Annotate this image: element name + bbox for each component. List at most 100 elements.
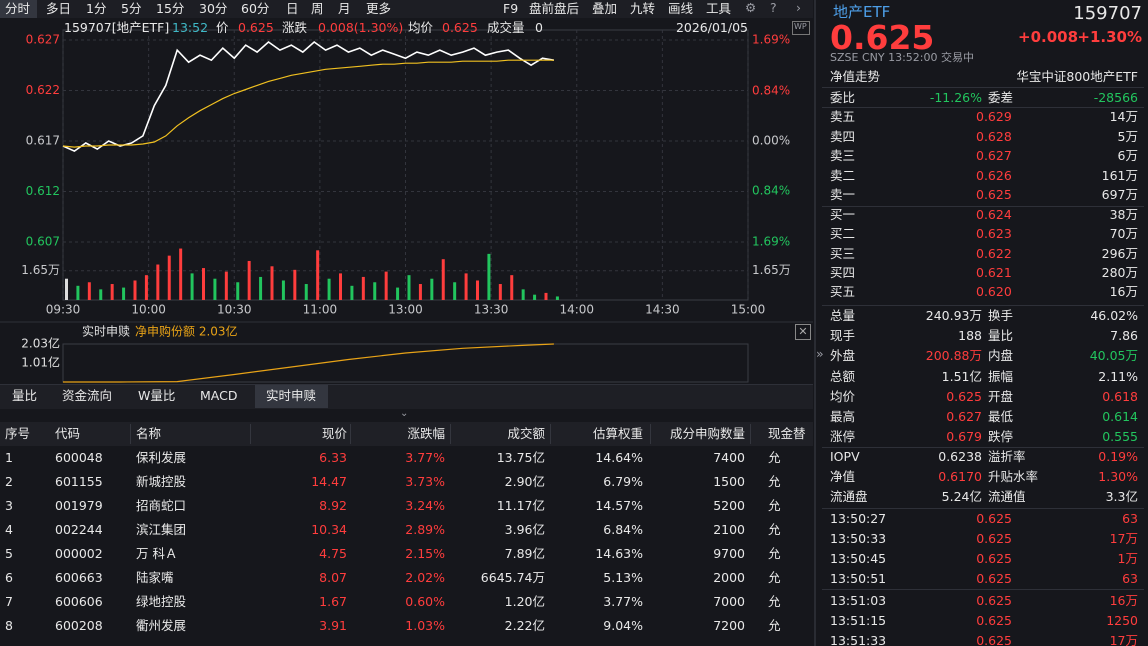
collapse-icon[interactable]: › bbox=[796, 0, 801, 15]
table-cell[interactable]: 1.20亿 bbox=[504, 594, 545, 609]
table-cell[interactable]: 9700 bbox=[713, 546, 745, 561]
expand-icon[interactable]: ⌄ bbox=[400, 408, 409, 419]
table-cell[interactable]: 3.91 bbox=[319, 618, 347, 633]
settings-icon[interactable]: ⚙ bbox=[745, 0, 757, 15]
table-cell[interactable]: 600048 bbox=[55, 450, 103, 465]
table-cell[interactable]: 7400 bbox=[713, 450, 745, 465]
table-cell[interactable]: 8.07 bbox=[319, 570, 347, 585]
period-tab[interactable]: 多日 bbox=[46, 1, 72, 16]
tool-button[interactable]: 盘前盘后 bbox=[529, 1, 580, 16]
table-cell[interactable]: 1.03% bbox=[405, 618, 445, 633]
table-cell[interactable]: 衢州发展 bbox=[136, 618, 187, 633]
table-cell[interactable]: 招商蛇口 bbox=[136, 498, 187, 513]
table-cell[interactable]: 601155 bbox=[55, 474, 103, 489]
table-cell[interactable]: 3.77% bbox=[603, 594, 643, 609]
table-cell[interactable]: 5.13% bbox=[603, 570, 643, 585]
table-cell[interactable]: 7000 bbox=[713, 594, 745, 609]
table-cell[interactable]: 3 bbox=[5, 498, 13, 513]
table-cell[interactable]: 000002 bbox=[55, 546, 103, 561]
tool-button[interactable]: 画线 bbox=[668, 1, 694, 16]
table-cell[interactable]: 14.63% bbox=[595, 546, 643, 561]
table-cell[interactable]: 允 bbox=[768, 522, 781, 537]
table-cell[interactable]: 1 bbox=[5, 450, 13, 465]
table-cell[interactable]: 6645.74万 bbox=[480, 570, 545, 585]
table-cell[interactable]: 2.89% bbox=[405, 522, 445, 537]
table-cell[interactable]: 9.04% bbox=[603, 618, 643, 633]
period-tab[interactable]: 月 bbox=[338, 1, 351, 16]
period-tab[interactable]: 60分 bbox=[241, 1, 270, 16]
table-cell[interactable]: 允 bbox=[768, 618, 781, 633]
table-cell[interactable]: 2100 bbox=[713, 522, 745, 537]
table-cell[interactable]: 14.64% bbox=[595, 450, 643, 465]
table-cell[interactable]: 600606 bbox=[55, 594, 103, 609]
table-cell[interactable]: 001979 bbox=[55, 498, 103, 513]
period-tab[interactable]: 日 bbox=[286, 1, 299, 16]
table-cell[interactable]: 2.22亿 bbox=[504, 618, 545, 633]
table-cell[interactable]: 新城控股 bbox=[136, 474, 187, 489]
table-cell[interactable]: 11.17亿 bbox=[496, 498, 545, 513]
tool-button[interactable]: 工具 bbox=[706, 1, 732, 16]
tool-button[interactable]: 九转 bbox=[630, 1, 656, 16]
table-cell[interactable]: 7 bbox=[5, 594, 13, 609]
table-cell[interactable]: 6.84% bbox=[603, 522, 643, 537]
table-cell[interactable]: 3.77% bbox=[405, 450, 445, 465]
table-cell[interactable]: 滨江集团 bbox=[136, 522, 187, 537]
table-cell[interactable]: 8.92 bbox=[319, 498, 347, 513]
table-cell[interactable]: 4.75 bbox=[319, 546, 347, 561]
help-icon[interactable]: ? bbox=[770, 0, 777, 15]
period-tab[interactable]: 周 bbox=[311, 1, 324, 16]
tab[interactable]: 量比 bbox=[12, 388, 38, 403]
table-cell[interactable]: 4 bbox=[5, 522, 13, 537]
tab[interactable]: MACD bbox=[200, 388, 238, 403]
table-cell[interactable]: 0.60% bbox=[405, 594, 445, 609]
period-tab[interactable]: 5分 bbox=[121, 1, 142, 16]
period-tab[interactable]: 15分 bbox=[156, 1, 185, 16]
table-cell[interactable]: 2.15% bbox=[405, 546, 445, 561]
tool-button[interactable]: 叠加 bbox=[592, 1, 618, 16]
period-tab[interactable]: 更多 bbox=[366, 1, 392, 16]
table-cell[interactable]: 2000 bbox=[713, 570, 745, 585]
table-cell[interactable]: 允 bbox=[768, 570, 781, 585]
tab[interactable]: 实时申赎 bbox=[266, 388, 317, 403]
table-cell[interactable]: 5200 bbox=[713, 498, 745, 513]
table-cell[interactable]: 6.79% bbox=[603, 474, 643, 489]
table-cell[interactable]: 允 bbox=[768, 450, 781, 465]
table-cell[interactable]: 陆家嘴 bbox=[136, 570, 174, 585]
table-cell[interactable]: 2.90亿 bbox=[504, 474, 545, 489]
close-button[interactable]: ✕ bbox=[795, 324, 811, 340]
table-cell[interactable]: 7200 bbox=[713, 618, 745, 633]
period-tab[interactable]: 1分 bbox=[86, 1, 107, 16]
period-tab[interactable]: 30分 bbox=[199, 1, 228, 16]
table-cell[interactable]: 绿地控股 bbox=[136, 594, 187, 609]
table-cell[interactable]: 允 bbox=[768, 498, 781, 513]
table-cell[interactable]: 允 bbox=[768, 594, 781, 609]
table-cell[interactable]: 14.57% bbox=[595, 498, 643, 513]
table-cell[interactable]: 3.96亿 bbox=[504, 522, 545, 537]
table-cell[interactable]: 万 科Ａ bbox=[136, 546, 178, 561]
table-cell[interactable]: 10.34 bbox=[311, 522, 347, 537]
table-cell[interactable]: 002244 bbox=[55, 522, 103, 537]
tab[interactable]: 资金流向 bbox=[62, 388, 113, 403]
table-cell[interactable]: 保利发展 bbox=[136, 450, 187, 465]
table-cell[interactable]: 8 bbox=[5, 618, 13, 633]
table-cell[interactable]: 3.24% bbox=[405, 498, 445, 513]
table-cell[interactable]: 14.47 bbox=[311, 474, 347, 489]
table-cell[interactable]: 6 bbox=[5, 570, 13, 585]
table-cell[interactable]: 13.75亿 bbox=[496, 450, 545, 465]
table-cell[interactable]: 允 bbox=[768, 474, 781, 489]
table-cell[interactable]: 5 bbox=[5, 546, 13, 561]
table-cell[interactable]: 7.89亿 bbox=[504, 546, 545, 561]
table-cell[interactable]: 600208 bbox=[55, 618, 103, 633]
table-cell[interactable]: 3.73% bbox=[405, 474, 445, 489]
table-cell[interactable]: 600663 bbox=[55, 570, 103, 585]
table-cell[interactable]: 1500 bbox=[713, 474, 745, 489]
table-cell[interactable]: 允 bbox=[768, 546, 781, 561]
table-cell[interactable]: 2 bbox=[5, 474, 13, 489]
table-cell[interactable]: 6.33 bbox=[319, 450, 347, 465]
period-tab[interactable]: 分时 bbox=[5, 1, 31, 16]
expand-arrow[interactable]: » bbox=[816, 346, 824, 361]
table-cell[interactable]: 1.67 bbox=[319, 594, 347, 609]
table-cell[interactable]: 2.02% bbox=[405, 570, 445, 585]
tab[interactable]: W量比 bbox=[138, 388, 176, 403]
tool-button[interactable]: F9 bbox=[503, 1, 519, 16]
